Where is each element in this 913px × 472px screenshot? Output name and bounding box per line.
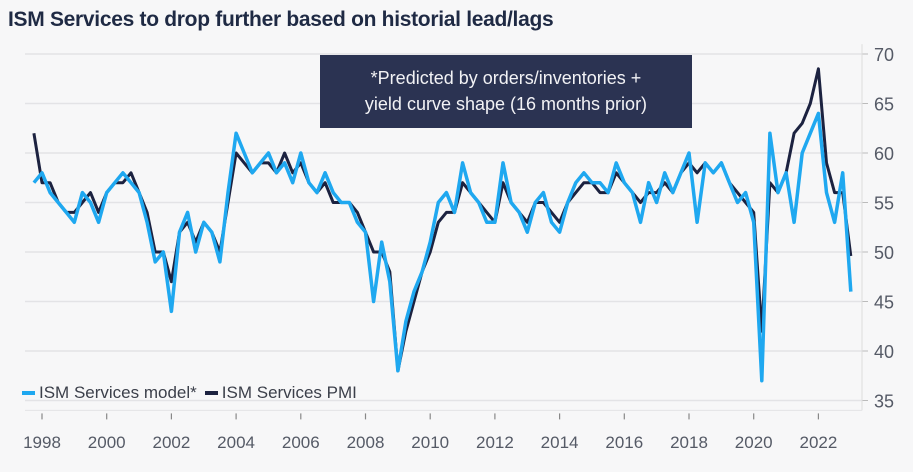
y-tick-label: 40	[874, 342, 894, 362]
y-tick-label: 50	[874, 243, 894, 263]
x-tick-label: 2020	[735, 433, 773, 452]
x-tick-label: 2008	[347, 433, 385, 452]
legend-label-model: ISM Services model*	[39, 383, 197, 402]
y-tick-label: 55	[874, 194, 894, 214]
x-tick-label: 2022	[799, 433, 837, 452]
annotation-box: *Predicted by orders/inventories + yield…	[320, 55, 692, 128]
x-tick-label: 2010	[411, 433, 449, 452]
x-tick-label: 2000	[88, 433, 126, 452]
y-tick-label: 45	[874, 293, 894, 313]
x-tick-label: 2006	[282, 433, 320, 452]
legend-swatch-model	[22, 391, 35, 395]
legend-swatch-pmi	[204, 391, 218, 395]
annotation-line-2: yield curve shape (16 months prior)	[364, 94, 648, 114]
x-tick-label: 2004	[217, 433, 255, 452]
annotation-line-1: *Predicted by orders/inventories +	[370, 68, 642, 88]
x-tick-label: 2002	[152, 433, 190, 452]
chart-title: ISM Services to drop further based on hi…	[8, 8, 554, 31]
x-tick-label: 2016	[605, 433, 643, 452]
legend-label-pmi: ISM Services PMI	[221, 383, 357, 402]
y-tick-label: 65	[874, 95, 894, 115]
x-tick-label: 2014	[541, 433, 579, 452]
legend: ISM Services model* ISM Services PMI	[22, 383, 357, 403]
x-tick-label: 2012	[476, 433, 514, 452]
x-tick-label: 1998	[23, 433, 61, 452]
y-tick-label: 60	[874, 144, 894, 164]
series-line-ism-services-model	[32, 111, 853, 383]
x-tick-label: 2018	[670, 433, 708, 452]
y-tick-label: 70	[874, 45, 894, 65]
y-tick-label: 35	[874, 392, 894, 412]
